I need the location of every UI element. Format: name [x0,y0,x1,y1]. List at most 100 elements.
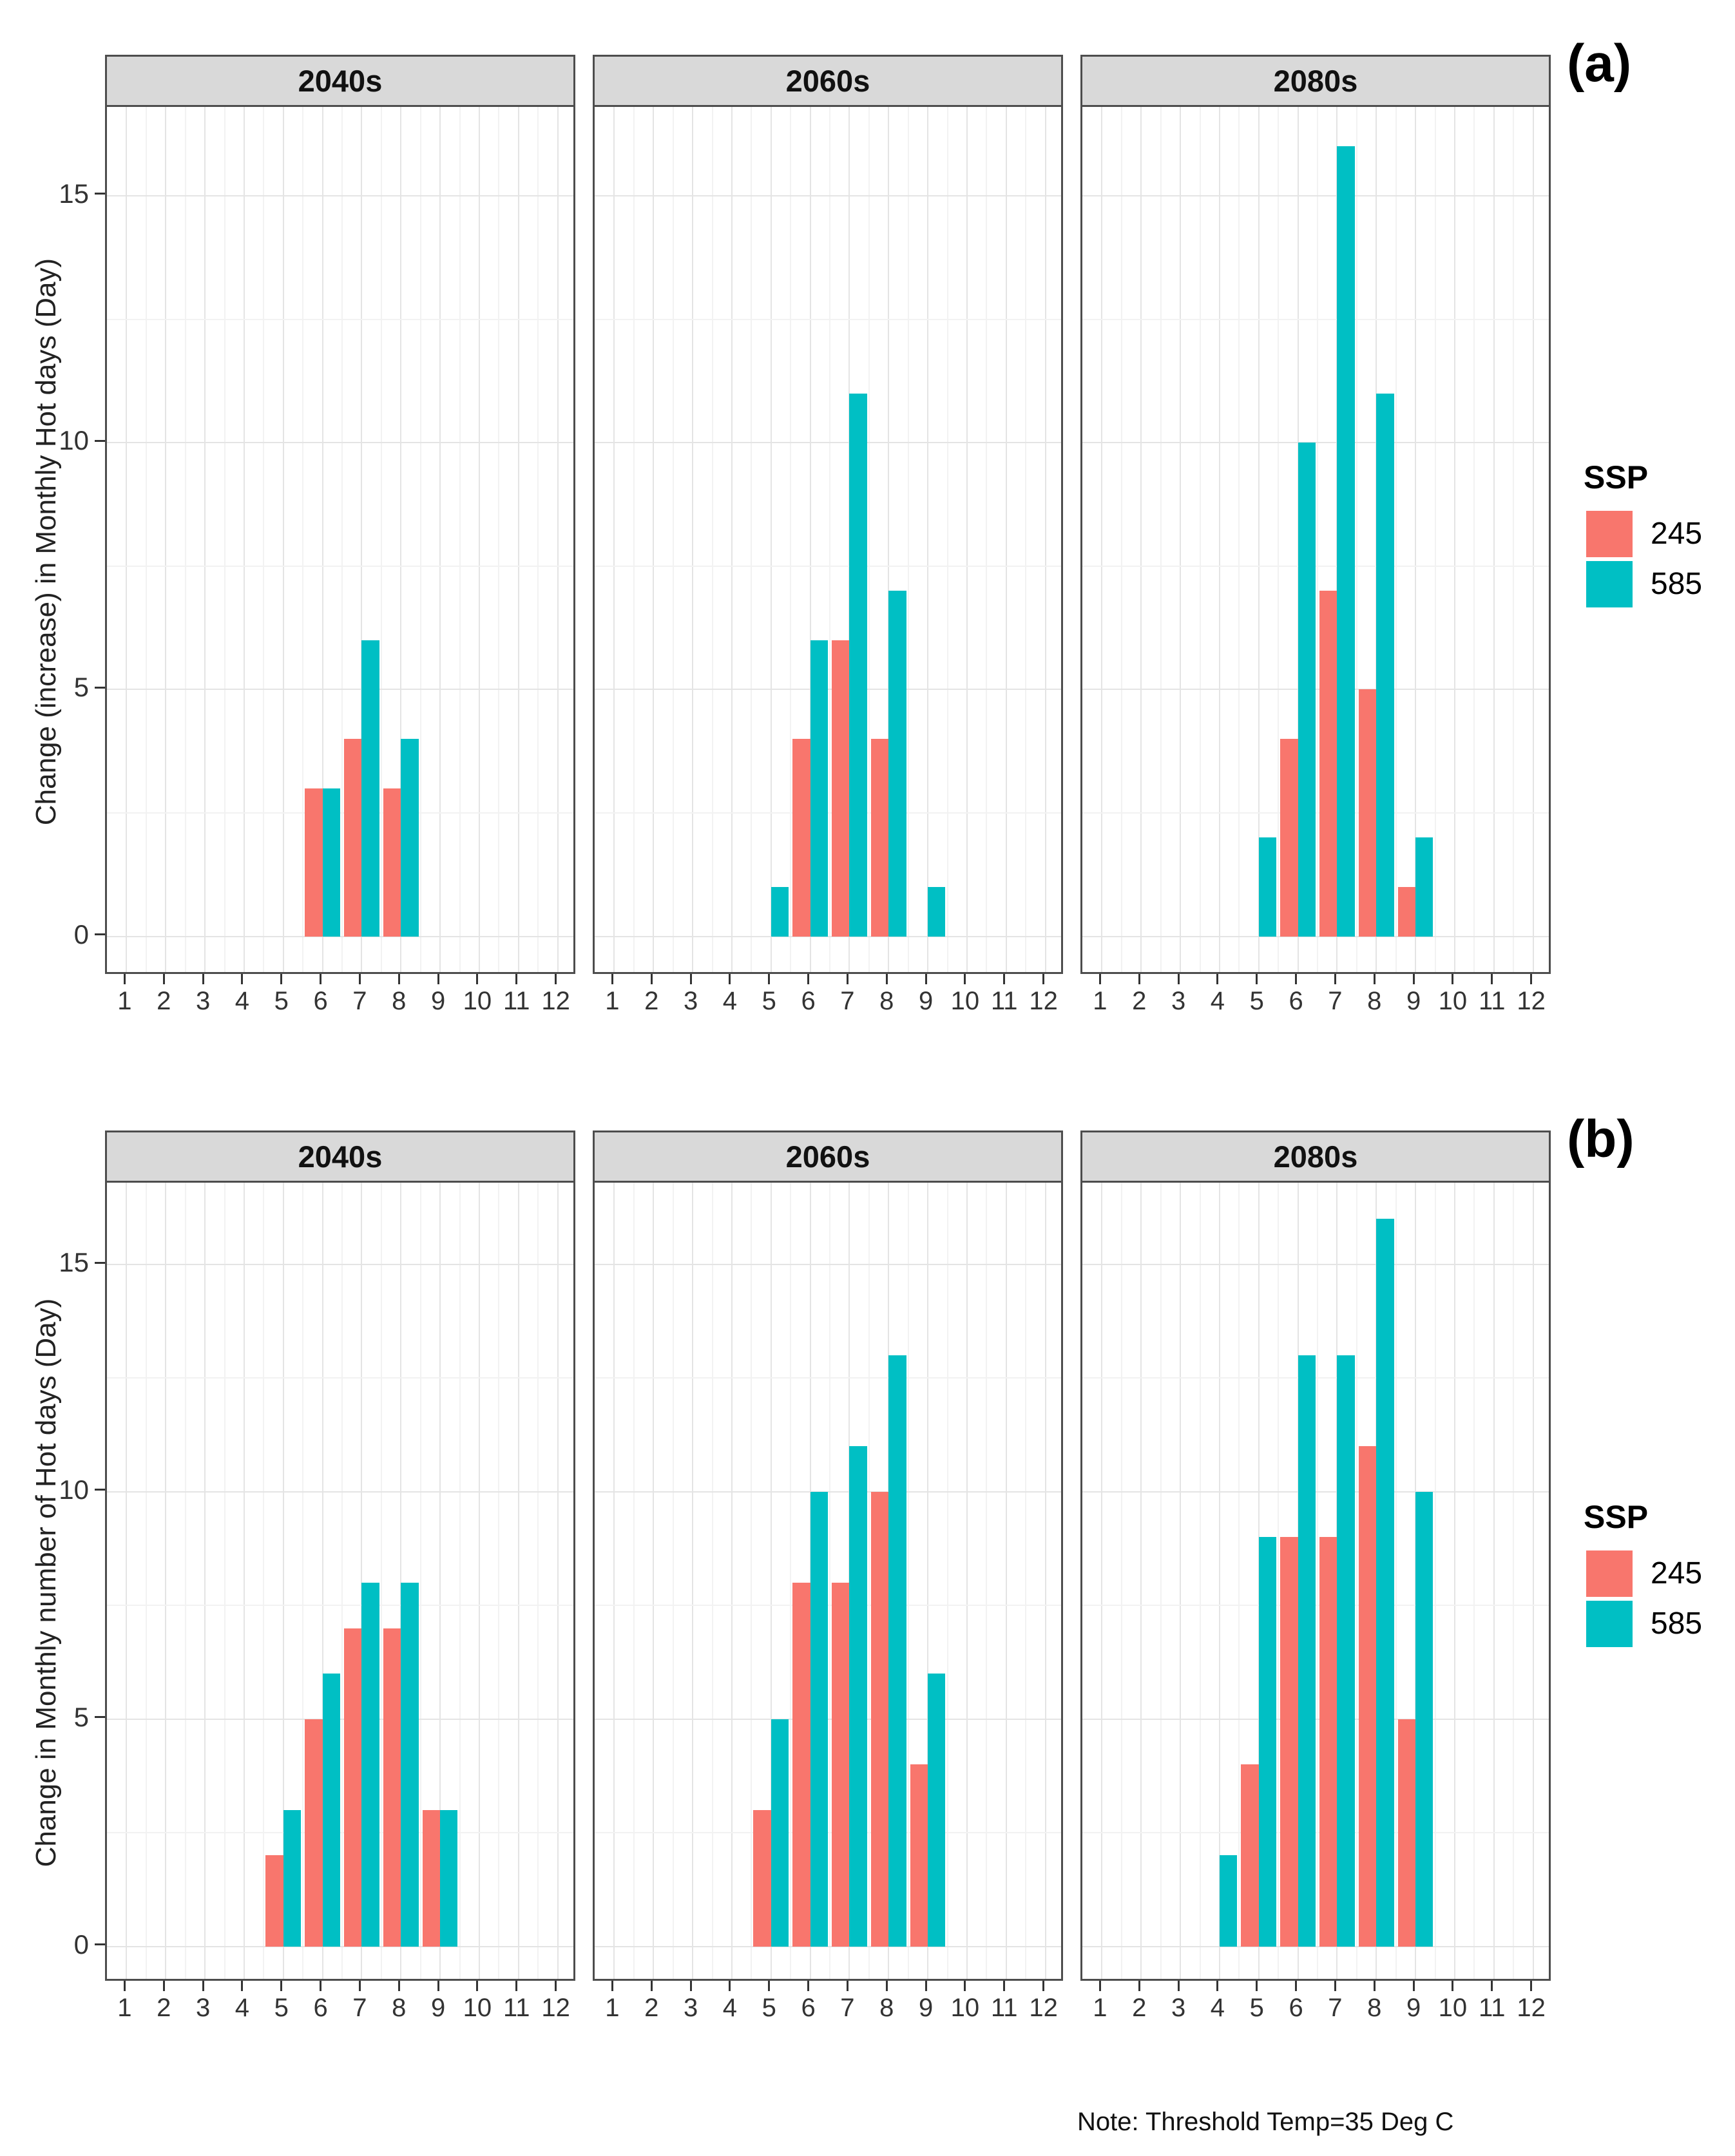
gridline-vertical-major [1044,1183,1046,1979]
panel-b-label: (b) [1567,1110,1634,1169]
gridline-vertical-minor [419,1183,421,1979]
gridline-vertical-minor [868,107,870,972]
x-tick-label: 11 [990,1994,1018,2022]
x-tick-label: 12 [1029,987,1058,1015]
gridline-horizontal-minor [1082,812,1549,814]
gridline-vertical-minor [184,107,186,972]
x-tick-mark [925,1981,927,1991]
gridline-vertical-major [653,1183,655,1979]
gridline-horizontal-minor [1082,1605,1549,1607]
gridline-vertical-minor [1238,107,1240,972]
gridline-vertical-minor [946,1183,948,1979]
gridline-vertical-major [770,1183,772,1979]
gridline-vertical-major [126,1183,128,1979]
x-tick-label: 11 [990,987,1018,1015]
gridline-vertical-minor [1120,107,1122,972]
x-tick-mark [1491,1981,1493,1991]
gridline-vertical-major [400,107,402,972]
gridline-vertical-major [1415,107,1417,972]
gridline-vertical-major [613,1183,615,1979]
x-tick-mark [1042,974,1045,984]
gridline-vertical-major [1140,107,1142,972]
gridline-vertical-minor [380,107,382,972]
bar-ssp245 [344,1628,362,1947]
x-tick-mark [476,974,479,984]
gridline-vertical-minor [537,1183,539,1979]
x-tick-mark [964,974,966,984]
gridline-horizontal-major [107,935,573,937]
gridline-vertical-major [731,1183,733,1979]
x-tick-mark [555,974,557,984]
x-tick-mark [1491,974,1493,984]
x-tick-label: 1 [1093,1994,1107,2022]
x-tick-mark [1530,1981,1533,1991]
x-tick-label: 11 [1478,987,1506,1015]
gridline-vertical-major [653,107,655,972]
x-tick-mark [1295,1981,1298,1991]
x-tick-mark [1216,974,1219,984]
y-tick-mark [95,686,105,689]
gridline-vertical-minor [829,1183,830,1979]
gridline-horizontal-minor [595,318,1061,320]
gridline-vertical-minor [1160,107,1162,972]
panel-a-y-axis-title: Change (increase) in Monthly Hot days (D… [30,258,62,826]
x-tick-label: 12 [1517,987,1546,1015]
x-tick-label: 11 [1478,1994,1506,2022]
x-tick-label: 4 [1210,1994,1225,2022]
x-tick-mark [689,974,692,984]
bar-ssp245 [1241,1764,1259,1947]
gridline-vertical-minor [711,1183,713,1979]
bar-ssp245 [832,1583,850,1947]
gridline-horizontal-minor [1082,1832,1549,1834]
panel-b-y-axis-title: Change in Monthly number of Hot days (Da… [30,1298,62,1867]
x-tick-label: 9 [430,1994,446,2022]
bar-ssp245 [1358,689,1377,937]
gridline-vertical-minor [1278,107,1280,972]
gridline-vertical-minor [946,107,948,972]
gridline-vertical-major [243,107,245,972]
facet-plot [1080,105,1551,974]
gridline-vertical-major [243,1183,245,1979]
gridline-vertical-minor [224,107,225,972]
x-tick-mark [1138,1981,1140,1991]
gridline-vertical-minor [1238,1183,1240,1979]
bar-ssp585 [1258,1537,1277,1947]
panel-a-label: (a) [1567,34,1632,93]
y-tick-label: 0 [73,919,89,949]
x-tick-mark [964,1981,966,1991]
x-tick-label: 2 [157,1994,171,2022]
x-tick-label: 7 [840,1994,855,2022]
gridline-horizontal-major [595,689,1061,691]
bar-ssp585 [1337,146,1355,937]
x-tick-label: 4 [722,987,738,1015]
gridline-horizontal-major [1082,1264,1549,1266]
bar-ssp585 [440,1809,458,1947]
gridline-vertical-major [966,107,968,972]
x-tick-label: 2 [1132,987,1147,1015]
gridline-horizontal-major [595,1491,1061,1493]
gridline-vertical-minor [1317,1183,1318,1979]
x-tick-label: 10 [463,987,492,1015]
gridline-vertical-major [361,1183,363,1979]
gridline-vertical-minor [1025,1183,1027,1979]
x-tick-mark [1452,1981,1454,1991]
x-tick-mark [885,974,888,984]
y-tick-label: 15 [59,1247,89,1278]
gridline-vertical-major [927,107,929,972]
y-tick-mark [95,1261,105,1264]
gridline-vertical-major [478,107,480,972]
gridline-vertical-minor [907,1183,909,1979]
x-tick-label: 12 [1517,1994,1546,2022]
gridline-horizontal-minor [1082,1377,1549,1379]
gridline-vertical-minor [302,107,304,972]
bar-ssp585 [1219,1855,1238,1947]
x-tick-mark [1373,974,1376,984]
x-tick-mark [1003,1981,1006,1991]
bar-ssp245 [1397,887,1416,937]
gridline-vertical-minor [1434,1183,1436,1979]
gridline-vertical-minor [1434,107,1436,972]
gridline-horizontal-minor [595,565,1061,567]
x-tick-label: 6 [313,1994,328,2022]
gridline-vertical-major [809,107,811,972]
x-tick-mark [123,1981,126,1991]
